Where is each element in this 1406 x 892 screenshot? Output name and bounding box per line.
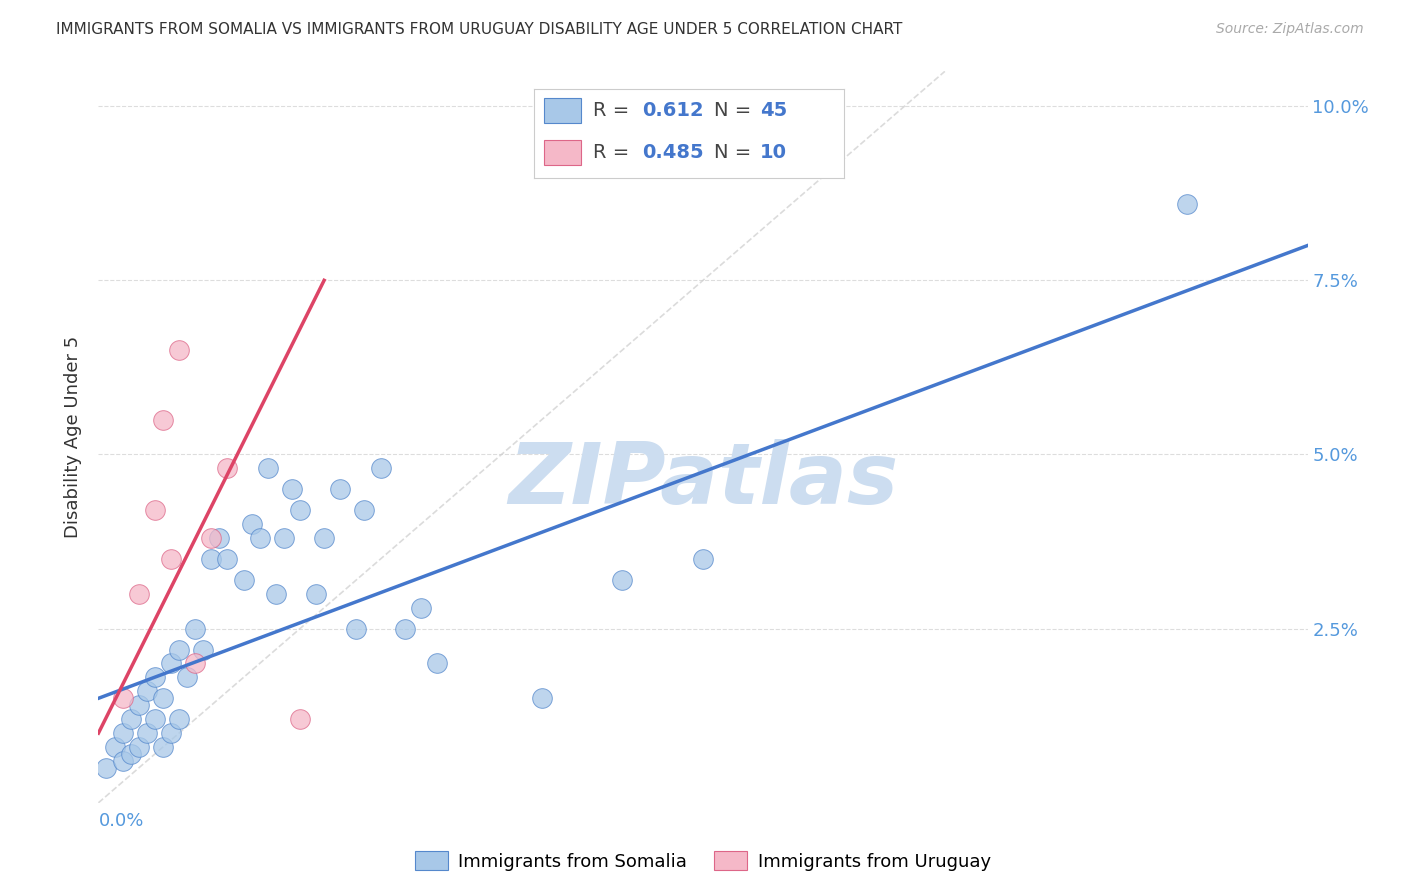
Point	[329, 483, 352, 497]
Point	[135, 684, 157, 698]
Point	[530, 691, 553, 706]
Point	[135, 726, 157, 740]
FancyBboxPatch shape	[544, 140, 581, 165]
Point	[249, 531, 271, 545]
Point	[160, 657, 183, 671]
Point	[353, 503, 375, 517]
Point	[111, 726, 134, 740]
Point	[143, 712, 166, 726]
Point	[1175, 196, 1198, 211]
Point	[426, 657, 449, 671]
Point	[184, 657, 207, 671]
Point	[217, 552, 239, 566]
Y-axis label: Disability Age Under 5: Disability Age Under 5	[65, 336, 83, 538]
Point	[370, 461, 392, 475]
Point	[143, 503, 166, 517]
Point	[128, 587, 150, 601]
Point	[305, 587, 328, 601]
Point	[167, 712, 190, 726]
Point	[240, 517, 263, 532]
Point	[152, 691, 174, 706]
Point	[103, 740, 125, 755]
Point	[160, 726, 183, 740]
Point	[128, 698, 150, 713]
Point	[314, 531, 336, 545]
Point	[120, 712, 142, 726]
Text: 0.612: 0.612	[643, 101, 704, 120]
Point	[692, 552, 714, 566]
Text: N =: N =	[714, 101, 758, 120]
Point	[96, 761, 118, 775]
Point	[200, 531, 222, 545]
Point	[128, 740, 150, 755]
Point	[394, 622, 416, 636]
Point	[152, 412, 174, 426]
Point	[273, 531, 295, 545]
Point	[217, 461, 239, 475]
Text: R =: R =	[593, 101, 636, 120]
Point	[200, 552, 222, 566]
Text: N =: N =	[714, 143, 758, 162]
Point	[176, 670, 198, 684]
Point	[288, 503, 311, 517]
Point	[111, 754, 134, 768]
Text: 10: 10	[761, 143, 787, 162]
Point	[256, 461, 278, 475]
Point	[160, 552, 183, 566]
Legend: Immigrants from Somalia, Immigrants from Uruguay: Immigrants from Somalia, Immigrants from…	[408, 844, 998, 878]
Point	[111, 691, 134, 706]
Point	[288, 712, 311, 726]
Text: 0.0%: 0.0%	[98, 812, 143, 830]
Text: IMMIGRANTS FROM SOMALIA VS IMMIGRANTS FROM URUGUAY DISABILITY AGE UNDER 5 CORREL: IMMIGRANTS FROM SOMALIA VS IMMIGRANTS FR…	[56, 22, 903, 37]
Point	[232, 573, 254, 587]
Point	[167, 642, 190, 657]
Point	[612, 573, 634, 587]
Point	[152, 740, 174, 755]
Text: Source: ZipAtlas.com: Source: ZipAtlas.com	[1216, 22, 1364, 37]
Text: 45: 45	[761, 101, 787, 120]
Point	[208, 531, 231, 545]
Text: ZIPatlas: ZIPatlas	[508, 440, 898, 523]
Point	[120, 747, 142, 761]
Point	[193, 642, 215, 657]
Point	[143, 670, 166, 684]
Text: R =: R =	[593, 143, 636, 162]
Text: 0.485: 0.485	[643, 143, 704, 162]
Point	[184, 622, 207, 636]
FancyBboxPatch shape	[544, 98, 581, 123]
Point	[264, 587, 287, 601]
Point	[409, 600, 432, 615]
Point	[281, 483, 304, 497]
Point	[344, 622, 367, 636]
Point	[167, 343, 190, 357]
